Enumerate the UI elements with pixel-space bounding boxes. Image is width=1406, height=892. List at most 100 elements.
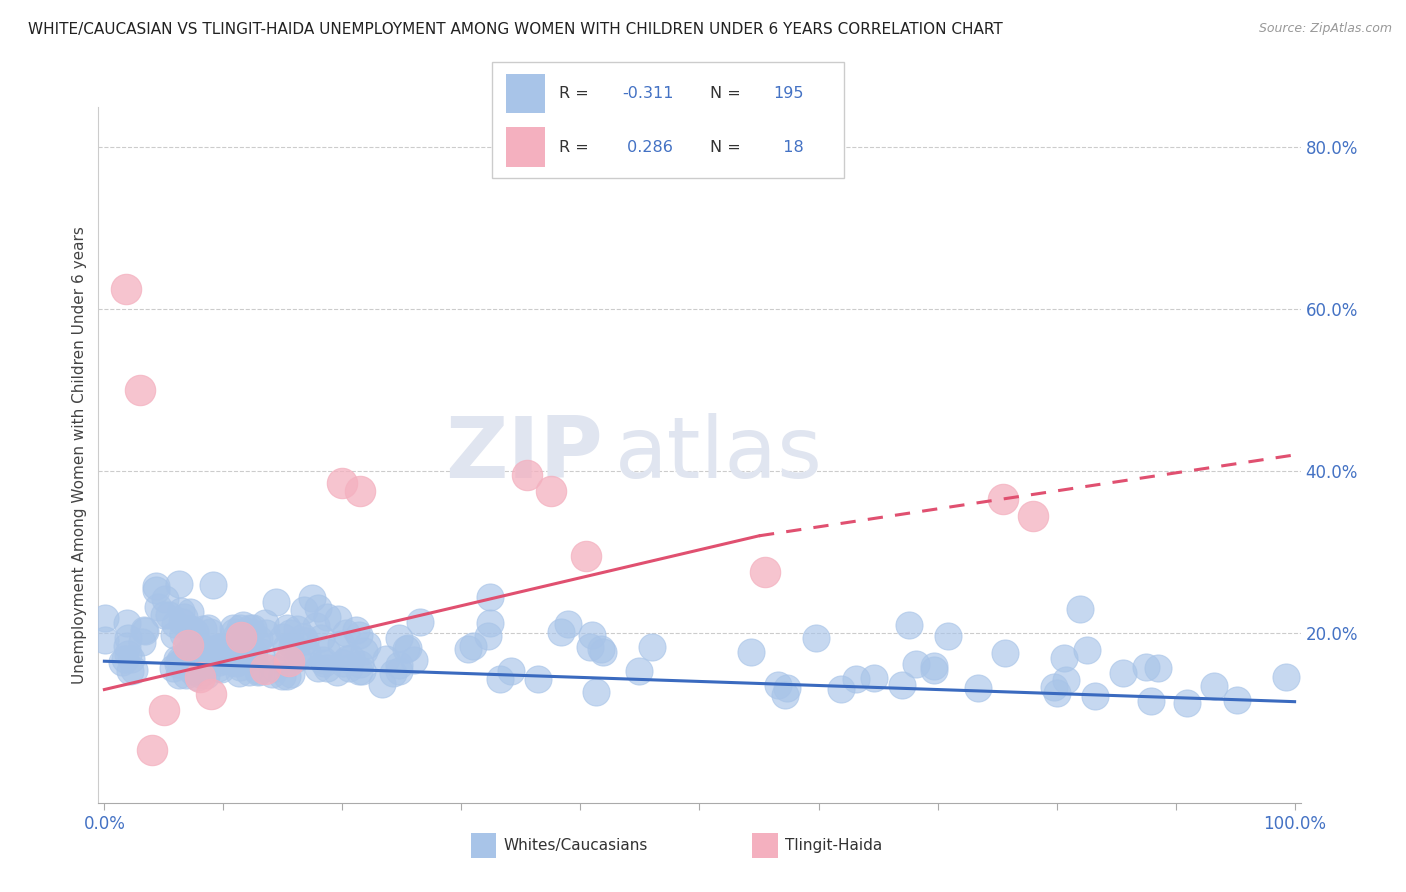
Point — [830, 682, 852, 697]
Point — [110, 655, 132, 669]
Point — [936, 629, 959, 643]
Point — [232, 653, 254, 667]
Point — [276, 621, 298, 635]
Point — [141, 743, 163, 757]
Point — [242, 621, 264, 635]
Point — [891, 677, 914, 691]
Point — [1054, 673, 1077, 688]
Point — [271, 669, 294, 683]
Point — [245, 634, 267, 648]
Point — [131, 635, 153, 649]
Point — [263, 661, 285, 675]
Point — [337, 661, 360, 675]
Point — [479, 590, 502, 604]
Point — [381, 666, 404, 681]
Point — [225, 657, 247, 671]
Text: N =: N = — [710, 87, 747, 102]
Point — [326, 665, 349, 680]
Point — [207, 661, 229, 675]
Point — [247, 632, 270, 647]
Point — [188, 667, 211, 681]
Point — [132, 624, 155, 638]
Point — [114, 651, 136, 665]
Point — [1084, 689, 1107, 703]
Point — [1069, 601, 1091, 615]
Point — [247, 664, 270, 678]
Point — [129, 383, 152, 397]
Point — [305, 619, 328, 633]
Point — [197, 621, 219, 635]
Point — [163, 617, 186, 632]
Point — [153, 592, 176, 607]
Point — [311, 653, 333, 667]
Point — [166, 652, 188, 666]
Point — [1226, 692, 1249, 706]
Point — [775, 681, 797, 696]
Point — [804, 631, 827, 645]
Point — [1043, 680, 1066, 694]
Point — [153, 607, 176, 622]
Point — [228, 666, 250, 681]
Point — [371, 677, 394, 691]
Point — [1046, 686, 1069, 700]
Y-axis label: Unemployment Among Women with Children Under 6 years: Unemployment Among Women with Children U… — [72, 226, 87, 684]
Point — [194, 668, 217, 682]
Point — [121, 652, 143, 666]
Point — [922, 658, 945, 673]
Point — [232, 617, 254, 632]
Point — [225, 629, 247, 643]
Point — [208, 656, 231, 670]
Point — [229, 621, 252, 635]
Point — [488, 673, 510, 687]
Point — [172, 653, 194, 667]
Point — [356, 638, 378, 652]
Point — [254, 662, 277, 676]
Point — [766, 678, 789, 692]
Point — [280, 667, 302, 681]
Point — [242, 645, 264, 659]
Point — [290, 648, 312, 663]
Point — [349, 484, 371, 499]
Text: ZIP: ZIP — [446, 413, 603, 497]
Point — [222, 621, 245, 635]
Text: R =: R = — [560, 139, 593, 154]
Point — [1135, 659, 1157, 673]
Point — [225, 648, 247, 662]
Point — [352, 664, 374, 678]
Point — [238, 665, 260, 680]
Point — [200, 643, 222, 657]
Point — [309, 631, 332, 645]
Point — [387, 631, 409, 645]
Point — [294, 634, 316, 648]
Point — [187, 642, 209, 657]
Point — [898, 617, 921, 632]
Point — [191, 622, 214, 636]
Point — [181, 664, 204, 678]
Point — [773, 689, 796, 703]
Point — [145, 583, 167, 598]
Point — [162, 660, 184, 674]
Point — [641, 640, 664, 655]
Point — [184, 625, 207, 640]
Point — [219, 654, 242, 668]
Point — [501, 664, 523, 678]
Point — [239, 621, 262, 635]
Point — [301, 591, 323, 605]
Point — [148, 599, 170, 614]
Point — [349, 665, 371, 679]
Point — [205, 640, 228, 655]
Point — [170, 604, 193, 618]
Point — [198, 644, 221, 658]
Point — [239, 624, 262, 639]
Point — [224, 648, 246, 662]
Point — [176, 638, 198, 652]
Text: 195: 195 — [773, 87, 804, 102]
Point — [754, 566, 776, 580]
Text: -0.311: -0.311 — [621, 87, 673, 102]
Point — [905, 657, 928, 671]
Text: Source: ZipAtlas.com: Source: ZipAtlas.com — [1258, 22, 1392, 36]
Point — [209, 662, 232, 676]
Point — [477, 629, 499, 643]
Point — [187, 657, 209, 672]
Point — [134, 624, 156, 638]
